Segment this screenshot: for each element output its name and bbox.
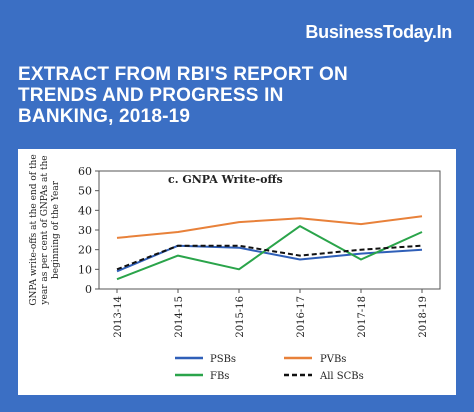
x-tick-label: 2016-17 <box>296 296 307 338</box>
legend: PSBs PVBs FBs All SCBs <box>175 354 364 382</box>
headline-line-3: BANKING, 2018-19 <box>18 106 191 127</box>
x-axis-ticks: 2013-14 2014-15 2015-16 2016-17 2017-18 2018-… <box>113 289 429 338</box>
chart-title: c. GNPA Write-offs <box>168 173 283 186</box>
y-tick-label: 30 <box>78 224 92 237</box>
y-tick-label: 0 <box>85 283 92 296</box>
y-axis-label-line-3: beginning of the Year <box>51 180 61 279</box>
series-line-fbs <box>116 225 423 281</box>
y-axis-label-line-1: GNPA write-offs at the end of the <box>29 154 39 305</box>
series-line-pvbs <box>116 215 423 239</box>
legend-label-fbs: FBs <box>210 371 229 382</box>
y-axis-label: GNPA write-offs at the end of the year a… <box>29 154 61 305</box>
series-line-psbs <box>116 244 423 273</box>
y-tick-label: 50 <box>78 185 92 198</box>
x-tick-label: 2013-14 <box>113 296 124 338</box>
legend-label-all-scbs: All SCBs <box>319 371 364 382</box>
headline: EXTRACT FROM RBI'S REPORT ON TRENDS AND … <box>18 64 458 127</box>
line-chart: c. GNPA Write-offs GNPA write-offs at th… <box>29 154 441 382</box>
series-lines <box>116 215 423 281</box>
y-tick-label: 20 <box>78 244 92 257</box>
headline-line-2: TRENDS AND PROGRESS IN <box>18 85 284 106</box>
chart-card: c. GNPA Write-offs GNPA write-offs at th… <box>18 149 456 395</box>
headline-line-1: EXTRACT FROM RBI'S REPORT ON <box>18 64 348 85</box>
x-tick-label: 2018-19 <box>418 296 429 338</box>
y-tick-label: 60 <box>78 165 92 178</box>
series-line-all-scbs <box>116 244 423 271</box>
y-axis-ticks: 0 10 20 30 40 50 60 <box>78 165 99 296</box>
y-tick-label: 10 <box>78 263 92 276</box>
y-tick-label: 40 <box>78 204 92 217</box>
x-tick-label: 2014-15 <box>174 296 185 338</box>
legend-label-psbs: PSBs <box>210 354 236 365</box>
brand-logo: BusinessToday.In <box>305 22 452 42</box>
y-axis-label-line-2: year as per cent of GNPAs at the <box>40 155 50 305</box>
x-tick-label: 2017-18 <box>357 296 368 338</box>
legend-label-pvbs: PVBs <box>320 354 346 365</box>
plot-frame <box>98 170 441 290</box>
x-tick-label: 2015-16 <box>235 296 246 338</box>
